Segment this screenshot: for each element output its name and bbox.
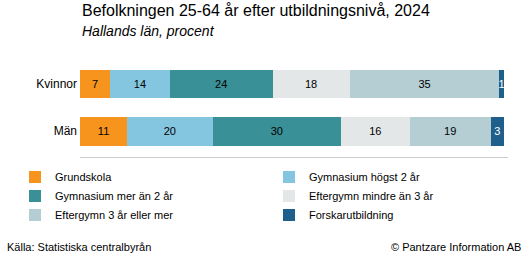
- svg-text:Grundskola: Grundskola: [55, 171, 112, 183]
- svg-text:7: 7: [92, 78, 98, 90]
- svg-text:30: 30: [271, 125, 283, 137]
- svg-text:Befolkningen 25-64 år efter ut: Befolkningen 25-64 år efter utbildningsn…: [82, 2, 430, 19]
- svg-text:Män: Män: [54, 124, 77, 138]
- svg-text:18: 18: [305, 78, 317, 90]
- svg-text:Eftergymn 3 år eller mer: Eftergymn 3 år eller mer: [55, 209, 173, 221]
- svg-text:Forskarutbildning: Forskarutbildning: [309, 209, 393, 221]
- svg-text:1: 1: [499, 78, 505, 90]
- svg-text:Hallands län, procent: Hallands län, procent: [82, 23, 215, 39]
- svg-text:3: 3: [494, 125, 500, 137]
- svg-text:24: 24: [215, 78, 227, 90]
- svg-text:Gymnasium mer än 2 år: Gymnasium mer än 2 år: [55, 190, 173, 202]
- svg-text:20: 20: [164, 125, 176, 137]
- svg-text:Källa: Statistiska centralbyrå: Källa: Statistiska centralbyrån: [7, 241, 151, 253]
- svg-text:Eftergymn mindre än 3 år: Eftergymn mindre än 3 år: [309, 190, 433, 202]
- svg-text:14: 14: [134, 78, 146, 90]
- svg-text:11: 11: [98, 125, 109, 137]
- svg-text:© Pantzare Information AB: © Pantzare Information AB: [391, 241, 521, 253]
- svg-text:35: 35: [418, 78, 430, 90]
- svg-text:Gymnasium högst 2 år: Gymnasium högst 2 år: [309, 171, 420, 183]
- svg-text:Kvinnor: Kvinnor: [36, 77, 77, 91]
- svg-text:19: 19: [444, 125, 456, 137]
- svg-text:16: 16: [369, 125, 381, 137]
